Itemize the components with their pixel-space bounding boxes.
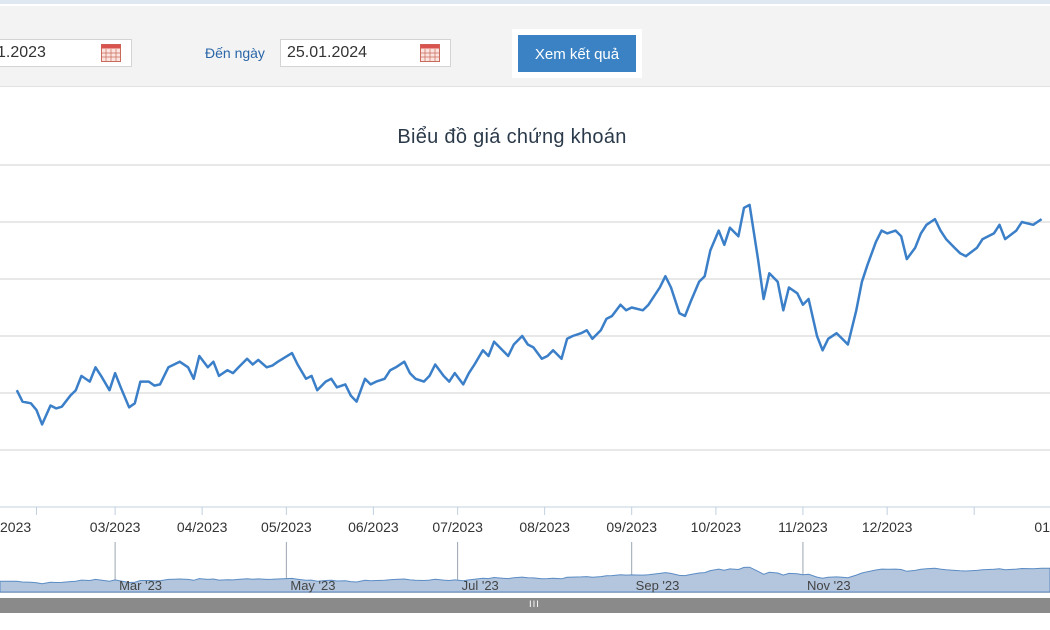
submit-button-frame: Xem kết quả [512, 29, 642, 78]
calendar-icon[interactable] [101, 44, 121, 62]
price-line-chart[interactable]: 2023 03/2023 04/2023 05/2023 06/2023 07/2023 0… [0, 150, 1050, 535]
x-tick-label-3: 05/2023 [261, 519, 312, 535]
top-border [0, 0, 1050, 4]
chart-gridlines [0, 164, 1050, 508]
from-date-input[interactable]: 1.2023 [0, 39, 132, 67]
x-tick-label-1: 03/2023 [90, 519, 141, 535]
navigator-scrollbar[interactable]: III [0, 598, 1050, 613]
view-results-button[interactable]: Xem kết quả [518, 35, 636, 72]
x-tick-label-11: 01 [1034, 519, 1050, 535]
date-filter-bar: 1.2023 Đến ngày 25.01.2024 Xem kết quả [0, 6, 1050, 87]
chart-title: Biểu đồ giá chứng khoán [397, 126, 627, 148]
from-date-value: 1.2023 [0, 44, 46, 61]
x-tick-label-9: 11/2023 [778, 519, 828, 535]
x-tick-label-7: 09/2023 [606, 519, 657, 535]
navigator-label-2: Jul '23 [462, 578, 499, 593]
navigator-label-3: Sep '23 [636, 578, 680, 593]
price-series-line [15, 203, 1043, 426]
x-tick-label-10: 12/2023 [862, 519, 913, 535]
navigator-labels: Mar '23 May '23 Jul '23 Sep '23 Nov '23 [119, 578, 851, 593]
navigator-label-4: Nov '23 [807, 578, 851, 593]
x-tick-label-6: 08/2023 [519, 519, 570, 535]
to-date-input[interactable]: 25.01.2024 [280, 39, 451, 67]
calendar-icon[interactable] [420, 44, 440, 62]
x-axis: 2023 03/2023 04/2023 05/2023 06/2023 07/2023 0… [0, 507, 1050, 535]
navigator-label-1: May '23 [290, 578, 335, 593]
x-tick-label-2: 04/2023 [177, 519, 228, 535]
navigator-area [0, 566, 1050, 593]
to-date-label: Đến ngày [205, 45, 265, 61]
x-tick-label-8: 10/2023 [691, 519, 742, 535]
scroll-grip-icon[interactable]: III [529, 600, 540, 610]
to-date-value: 25.01.2024 [287, 44, 368, 61]
navigator-label-0: Mar '23 [119, 578, 162, 593]
x-tick-label-0: 2023 [0, 519, 31, 535]
range-navigator[interactable]: Mar '23 May '23 Jul '23 Sep '23 Nov '23 [0, 540, 1050, 598]
x-tick-label-4: 06/2023 [348, 519, 399, 535]
x-tick-label-5: 07/2023 [432, 519, 483, 535]
